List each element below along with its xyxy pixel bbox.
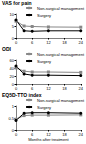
svg-text:0: 0 [15, 86, 18, 91]
svg-text:24: 24 [79, 86, 84, 91]
svg-text:12: 12 [46, 86, 51, 91]
svg-text:12: 12 [46, 40, 51, 45]
svg-text:0.5: 0.5 [8, 116, 14, 121]
svg-text:0: 0 [11, 35, 14, 41]
svg-text:12: 12 [46, 132, 51, 137]
svg-text:Surgery: Surgery [37, 105, 51, 110]
svg-text:1: 1 [12, 104, 15, 109]
svg-text:0: 0 [11, 127, 14, 133]
svg-text:10: 10 [10, 12, 15, 17]
svg-text:6: 6 [31, 40, 34, 45]
svg-text:0: 0 [15, 132, 18, 137]
svg-text:60: 60 [10, 58, 15, 63]
svg-text:0: 0 [15, 40, 18, 45]
svg-text:5: 5 [12, 24, 15, 29]
svg-text:6: 6 [31, 132, 34, 137]
svg-text:Months after treatment: Months after treatment [28, 137, 69, 142]
svg-text:18: 18 [62, 86, 67, 91]
svg-text:6: 6 [31, 86, 34, 91]
svg-text:Surgery: Surgery [37, 13, 51, 18]
svg-text:EQ5D-TTO index: EQ5D-TTO index [2, 92, 42, 98]
svg-text:18: 18 [62, 132, 67, 137]
svg-text:Non-surgical management: Non-surgical management [37, 6, 85, 11]
svg-text:Non-surgical management: Non-surgical management [37, 52, 85, 57]
svg-text:24: 24 [79, 132, 84, 137]
svg-text:Non-surgical management: Non-surgical management [37, 98, 85, 103]
svg-text:20: 20 [10, 74, 15, 79]
svg-text:40: 40 [10, 66, 15, 71]
svg-text:0: 0 [11, 81, 14, 87]
svg-text:18: 18 [62, 40, 67, 45]
svg-text:VAS for pain: VAS for pain [2, 0, 32, 6]
svg-text:Surgery: Surgery [37, 59, 51, 64]
svg-text:24: 24 [79, 40, 84, 45]
svg-text:ODI: ODI [2, 46, 12, 52]
